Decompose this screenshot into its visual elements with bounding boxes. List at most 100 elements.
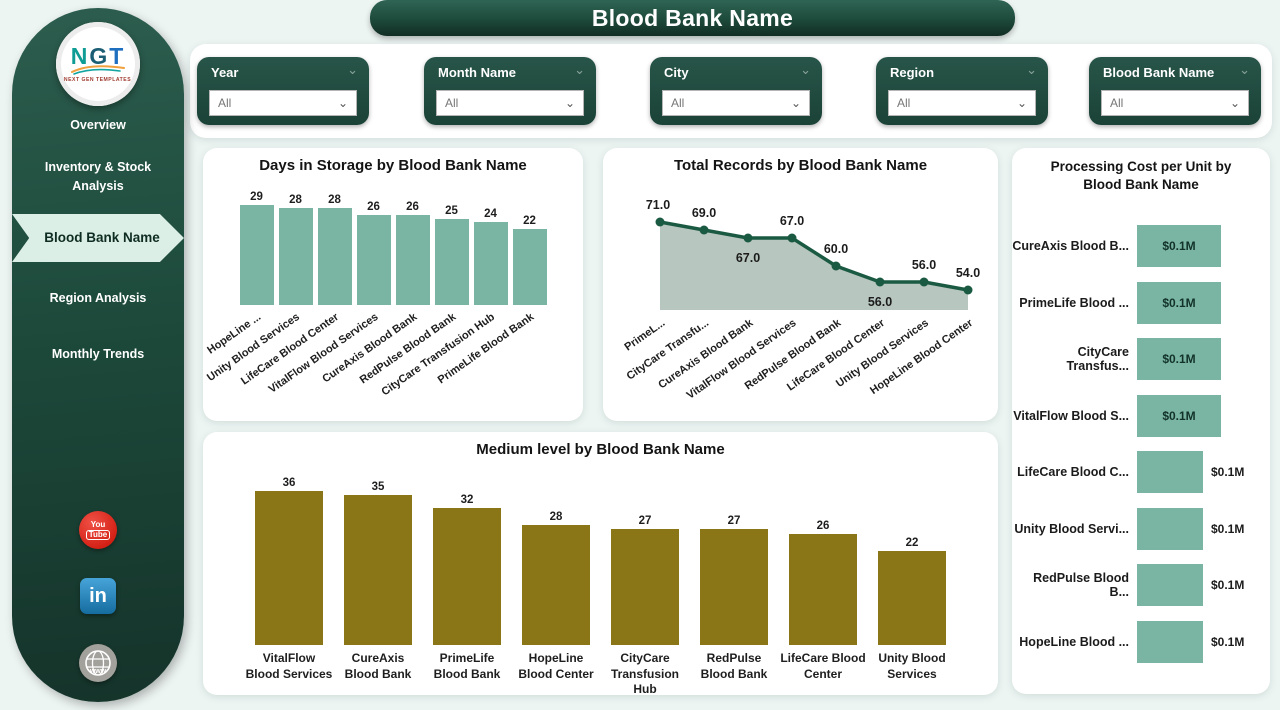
card-total-records: Total Records by Blood Bank Name 71.0 69.… <box>603 148 998 421</box>
chevron-down-icon: ⌄ <box>1016 96 1027 110</box>
bar-hopeline-blood-center[interactable] <box>522 525 590 645</box>
sidebar-item-region-analysis[interactable]: Region Analysis <box>49 291 147 305</box>
bar-primelife-blood-bank[interactable] <box>512 229 547 305</box>
bar-vitalflow-blood-services[interactable] <box>255 490 323 645</box>
filter-dropdown-blood-bank-name[interactable]: All ⌄ <box>1101 90 1249 116</box>
filter-dropdown-region[interactable]: All ⌄ <box>888 90 1036 116</box>
bar-hopeline[interactable] <box>239 204 274 305</box>
filter-label: Region <box>890 65 935 80</box>
data-point-lifecare-blood-center[interactable] <box>875 277 885 287</box>
chart-title-days: Days in Storage by Blood Bank Name <box>259 157 527 174</box>
cost-category-label: VitalFlow Blood S... <box>1013 408 1129 423</box>
bar-redpulse-blood-bank[interactable] <box>700 529 768 645</box>
bar-column: 22 <box>878 537 946 645</box>
bar-unity-blood-services[interactable] <box>278 208 313 305</box>
filter-dropdown-month-name[interactable]: All ⌄ <box>436 90 584 116</box>
cost-bar-cureaxis-blood-b[interactable]: $0.1M <box>1137 225 1221 268</box>
cost-bar-hopeline-blood[interactable] <box>1137 620 1203 663</box>
bar-lifecare-blood-center[interactable] <box>317 208 352 305</box>
days-x-axis-labels: HopeLine ... Unity Blood Services LifeCare… <box>203 308 583 418</box>
data-point-primel[interactable] <box>655 217 665 227</box>
bar-column: 28 <box>522 511 590 645</box>
chevron-down-icon: ⌄ <box>790 96 801 110</box>
bar-column: 27 <box>611 515 679 645</box>
data-point-redpulse-blood-bank[interactable] <box>831 261 841 271</box>
logo-subtext: NEXT GEN TEMPLATES <box>64 77 132 83</box>
bar-redpulse-blood-bank[interactable] <box>434 218 469 305</box>
bar-value-label: 27 <box>638 515 652 528</box>
records-x-axis-labels: PrimeL... CityCare Transfu... CureAxis Blo… <box>603 314 998 418</box>
cost-category-label: RedPulse Blood B... <box>1033 571 1129 600</box>
x-axis-label: PrimeLife Blood Bank <box>433 651 501 681</box>
sidebar-item-inventory-stock-analysis[interactable]: Inventory & Stock Analysis <box>44 160 152 194</box>
bar-primelife-blood-bank[interactable] <box>433 508 501 645</box>
cost-value-label: $0.1M <box>1211 521 1245 536</box>
bar-column: 29 <box>239 191 274 305</box>
bar-column: 27 <box>700 515 768 645</box>
ngt-logo: NGT NEXT GEN TEMPLATES <box>56 22 140 106</box>
cost-category-label: PrimeLife Blood ... <box>1019 295 1129 310</box>
bar-unity-blood-services[interactable] <box>878 550 946 645</box>
bar-lifecare-blood-center[interactable] <box>789 533 857 645</box>
filter-region: Region ⌄ All ⌄ <box>876 57 1048 125</box>
cost-bar-redpulse-blood-b[interactable] <box>1137 564 1203 607</box>
cost-bar-primelife-blood[interactable]: $0.1M <box>1137 281 1221 324</box>
sidebar-item-monthly-trends[interactable]: Monthly Trends <box>51 347 145 361</box>
bar-cureaxis-blood-bank[interactable] <box>395 215 430 305</box>
bar-value-label: 36 <box>282 476 296 489</box>
linkedin-icon[interactable]: in <box>80 578 116 614</box>
data-point-hopeline-blood-center[interactable] <box>963 285 973 295</box>
filter-value: All <box>1110 96 1124 110</box>
bar-citycare-transfusion-hub[interactable] <box>611 529 679 645</box>
point-value-label: 67.0 <box>736 251 760 265</box>
www-globe-icon[interactable]: www <box>79 644 117 682</box>
cost-category-label: LifeCare Blood C... <box>1017 465 1129 480</box>
bar-value-label: 26 <box>406 201 419 214</box>
filter-dropdown-year[interactable]: All ⌄ <box>209 90 357 116</box>
filter-strip: Year ⌄ All ⌄ Month Name ⌄ All ⌄ City ⌄ All ⌄ Region ⌄… <box>190 44 1272 138</box>
cost-value-label: $0.1M <box>1162 408 1196 423</box>
data-point-vitalflow-blood-services[interactable] <box>787 233 797 243</box>
filter-dropdown-city[interactable]: All ⌄ <box>662 90 810 116</box>
filter-label: City <box>664 65 689 80</box>
svg-text:www: www <box>89 668 107 675</box>
bar-value-label: 26 <box>816 519 830 532</box>
bar-cureaxis-blood-bank[interactable] <box>344 495 412 645</box>
sidebar-item-overview[interactable]: Overview <box>70 118 126 132</box>
chevron-down-icon[interactable]: ⌄ <box>1026 62 1037 77</box>
chevron-down-icon[interactable]: ⌄ <box>800 62 811 77</box>
chevron-down-icon[interactable]: ⌄ <box>347 62 358 77</box>
cost-bar-unity-blood-servi[interactable] <box>1137 507 1203 550</box>
youtube-icon[interactable]: You Tube <box>79 511 117 549</box>
card-processing-cost: Processing Cost per Unit by Blood Bank N… <box>1012 148 1270 694</box>
x-axis-label: Unity Blood Services <box>878 651 946 681</box>
logo-swoosh-icon <box>71 65 125 75</box>
cost-bar-citycare-transfus[interactable]: $0.1M <box>1137 338 1221 381</box>
sidebar-item-blood-bank-name[interactable]: Blood Bank Name <box>12 214 184 262</box>
chart-title-records: Total Records by Blood Bank Name <box>673 157 928 174</box>
point-value-label: 67.0 <box>780 214 804 228</box>
chevron-down-icon[interactable]: ⌄ <box>574 62 585 77</box>
bar-citycare-transfusion-hub[interactable] <box>473 222 508 305</box>
chevron-down-icon: ⌄ <box>1229 96 1240 110</box>
chart-title-medium: Medium level by Blood Bank Name <box>476 441 725 458</box>
cost-category-label: CityCare Transfus... <box>1066 345 1129 374</box>
data-point-unity-blood-services[interactable] <box>919 277 929 287</box>
chevron-down-icon[interactable]: ⌄ <box>1239 62 1250 77</box>
filter-year: Year ⌄ All ⌄ <box>197 57 369 125</box>
filter-value: All <box>671 96 685 110</box>
data-point-cureaxis-blood-bank[interactable] <box>743 233 753 243</box>
data-point-citycare-transfu[interactable] <box>699 225 709 235</box>
records-area-chart[interactable]: 71.0 69.0 67.0 67.0 60.0 56.0 56.0 54.0 <box>603 148 998 313</box>
bar-column: 28 <box>317 194 352 305</box>
bar-vitalflow-blood-services[interactable] <box>356 215 391 305</box>
cost-bar-vitalflow-blood-s[interactable]: $0.1M <box>1137 394 1221 437</box>
cost-value-label: $0.1M <box>1211 578 1245 593</box>
bar-value-label: 22 <box>523 215 536 228</box>
medium-x-axis-labels: VitalFlow Blood Services CureAxis Blood B… <box>203 651 998 698</box>
bar-column: 32 <box>433 494 501 645</box>
bar-value-label: 27 <box>727 515 741 528</box>
filter-blood-bank-name: Blood Bank Name ⌄ All ⌄ <box>1089 57 1261 125</box>
card-medium-level: Medium level by Blood Bank Name 36 35 32 28… <box>203 432 998 698</box>
cost-bar-lifecare-blood-c[interactable] <box>1137 451 1203 494</box>
